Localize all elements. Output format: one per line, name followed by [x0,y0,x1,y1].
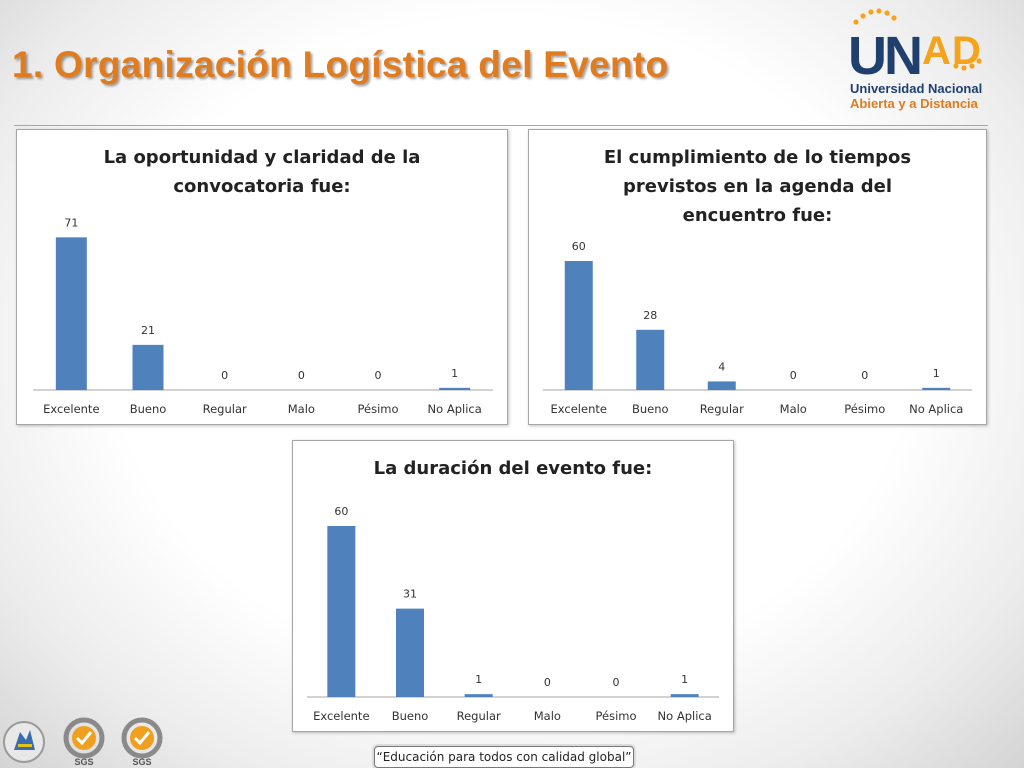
data-label: 1 [451,367,458,380]
data-label: 60 [572,240,586,253]
data-label: 71 [64,216,78,229]
logo-line-1: Universidad Nacional [850,81,983,96]
category-tick-label: Malo [534,709,561,723]
category-tick-label: Excelente [313,709,369,723]
chart-convocatoria: La oportunidad y claridad de la convocat… [16,129,508,425]
bar [636,329,665,390]
bar-chart-svg: 60 Excelente 28 Bueno 4 Regular 0 Malo 0 Pésimo 1 N… [543,240,972,416]
data-label: 31 [403,588,417,601]
chart-title: La oportunidad y claridad de la convocat… [103,147,421,197]
bar [132,344,164,390]
data-label: 0 [375,369,382,382]
data-label: 0 [861,369,868,382]
data-label: 0 [544,676,551,689]
logo-wordmark-n: N [884,26,923,86]
certification-seal-icon: SGS [121,717,163,767]
category-tick-label: Regular [457,709,501,723]
logo-wordmark-a: A [922,29,951,73]
footer-tagline: “Educación para todos con calidad global… [374,746,634,768]
category-tick-label: Regular [203,402,247,416]
data-label: 1 [933,367,940,380]
category-tick-label: Malo [288,402,315,416]
certification-seal-icon: SGS [63,717,105,767]
chart-title: La duración del evento fue: [373,458,653,479]
logo-wordmark-u: U [848,26,887,86]
logo-wordmark-d: D [952,29,981,73]
data-label: 60 [334,505,348,518]
seal-label: SGS [132,757,151,767]
chart-duracion-evento: La duración del evento fue: 60 Excelente 3… [292,440,734,732]
logo-line-2: Abierta y a Distancia [850,96,978,111]
category-tick-label: No Aplica [909,402,963,416]
bar [564,261,593,390]
category-tick-label: Regular [700,402,744,416]
bar-chart-svg: 71 Excelente 21 Bueno 0 Regular 0 Malo 0 Pésimo 1 N… [33,216,493,416]
data-label: 4 [718,360,725,373]
category-tick-label: No Aplica [428,402,482,416]
bar [439,387,471,390]
bar [922,387,951,390]
chart-cumplimiento-tiempos: El cumplimiento de lo tiempos previstos … [528,129,987,425]
category-tick-label: Bueno [130,402,167,416]
category-tick-label: Pésimo [844,402,885,416]
seal-label: SGS [74,757,93,767]
footer-certification-logos: SGS SGS [3,717,163,767]
data-label: 28 [643,309,657,322]
data-label: 0 [613,676,620,689]
bar [327,526,356,697]
data-label: 0 [790,369,797,382]
logo-arc-dots [853,8,982,71]
bar-chart-svg: 60 Excelente 31 Bueno 1 Regular 0 Malo 0 Pésimo 1 N… [307,505,719,723]
category-tick-label: Excelente [43,402,99,416]
data-label: 0 [298,369,305,382]
bar [55,237,87,390]
data-label: 0 [221,369,228,382]
data-label: 1 [475,673,482,686]
slide-title: 1. Organización Logística del Evento [12,44,669,85]
bar [670,694,699,697]
data-label: 21 [141,324,155,337]
bar [707,381,736,390]
unad-logo: U N A D [848,8,982,86]
bar [396,608,424,697]
category-tick-label: Bueno [392,709,429,723]
category-tick-label: Pésimo [357,402,398,416]
title-divider [14,125,988,126]
data-label: 1 [681,673,688,686]
chart-title: El cumplimiento de lo tiempos previstos … [603,147,912,226]
bar [464,694,493,697]
category-tick-label: Excelente [551,402,607,416]
category-tick-label: Bueno [632,402,669,416]
colombia-seal-icon [3,721,45,763]
category-tick-label: No Aplica [658,709,712,723]
category-tick-label: Malo [780,402,807,416]
category-tick-label: Pésimo [595,709,636,723]
